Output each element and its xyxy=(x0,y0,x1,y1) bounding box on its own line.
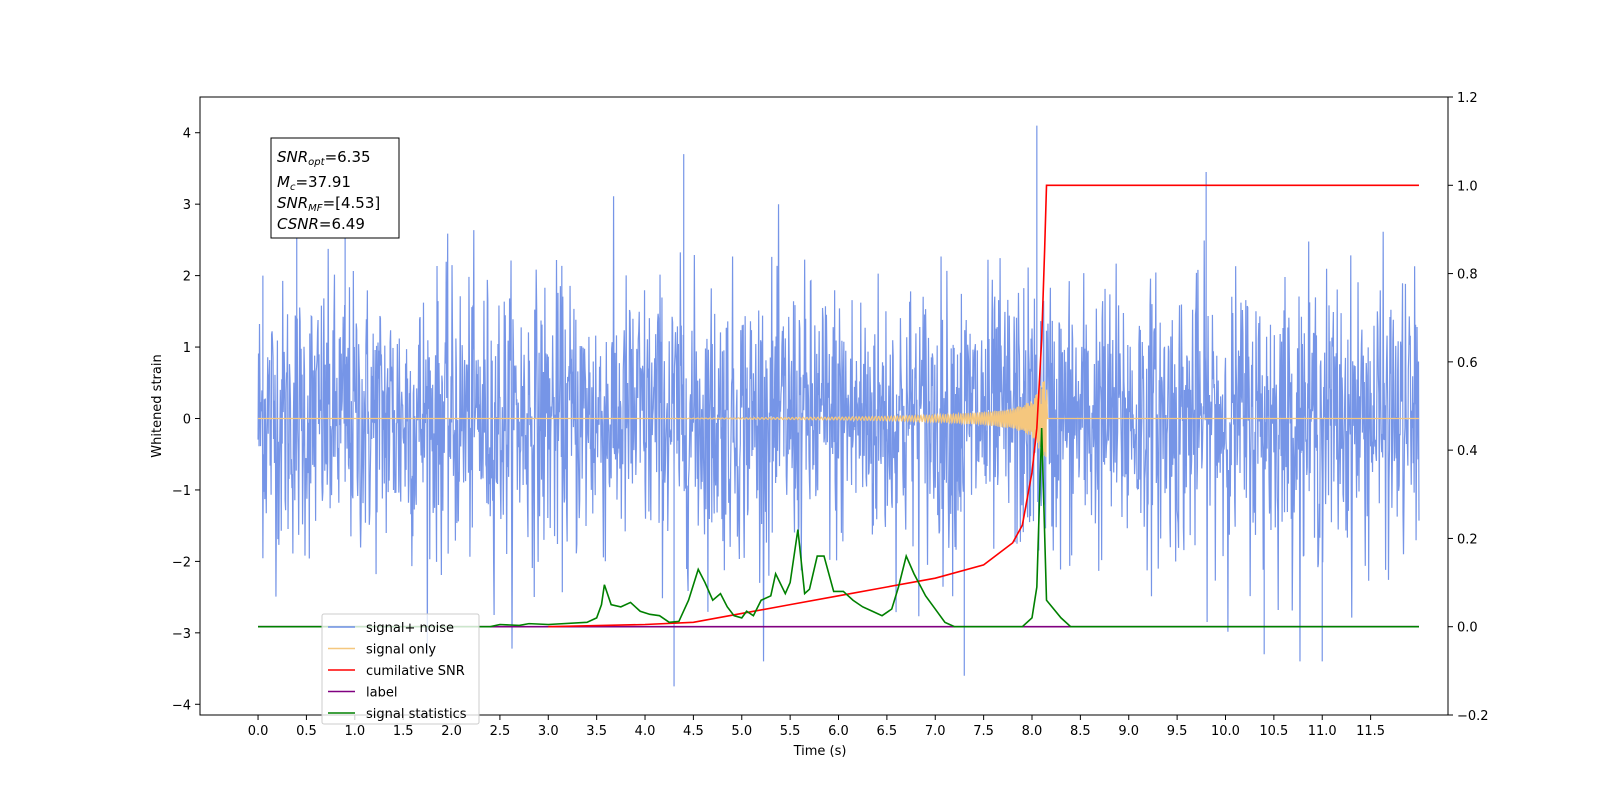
x-tick-label: 7.0 xyxy=(925,724,946,739)
y2-tick-label: 0.8 xyxy=(1457,268,1478,283)
legend-label: signal+ noise xyxy=(366,621,454,636)
x-tick-label: 0.5 xyxy=(296,724,317,739)
x-tick-label: 10.0 xyxy=(1211,724,1240,739)
y2-tick-label: 0.2 xyxy=(1457,532,1478,547)
y-tick-label: −2 xyxy=(172,555,191,570)
x-tick-label: 9.5 xyxy=(1167,724,1188,739)
x-tick-label: 3.0 xyxy=(538,724,559,739)
x-tick-label: 3.5 xyxy=(586,724,607,739)
info-box: SNRopt=6.35 Mc=37.91 SNRMF=[4.53] CSNR=6… xyxy=(270,137,400,239)
x-tick-label: 2.0 xyxy=(441,724,462,739)
series-signal-noise-line xyxy=(257,125,1420,687)
x-tick-label: 11.5 xyxy=(1356,724,1385,739)
series-cumulative-snr-line xyxy=(548,184,1419,628)
info-box-frame xyxy=(270,137,400,239)
info-snr-opt: SNRopt=6.35 xyxy=(277,148,371,168)
x-tick-label: 9.0 xyxy=(1118,724,1139,739)
series-layer xyxy=(257,125,1420,687)
x-axis: 0.0 0.5 1.0 1.5 2.0 2.5 3.0 3.5 4.0 4.5 5.0 5.5 6.0 6… xyxy=(248,715,1385,739)
legend-frame xyxy=(321,613,480,725)
y-tick-label: −4 xyxy=(172,698,191,713)
y-axis-right: 1.2 1.0 0.8 0.6 0.4 0.2 0.0 −0.2 xyxy=(1448,91,1489,724)
x-tick-label: 8.5 xyxy=(1070,724,1091,739)
x-axis-label: Time (s) xyxy=(793,744,847,759)
y2-tick-label: 1.0 xyxy=(1457,179,1478,194)
x-tick-label: 4.0 xyxy=(635,724,656,739)
y-axis-left: 4 3 2 1 0 −1 −2 −3 −4 xyxy=(172,127,200,713)
y-tick-label: −1 xyxy=(172,484,191,499)
x-tick-label: 1.5 xyxy=(393,724,414,739)
y-tick-label: 0 xyxy=(183,413,191,428)
info-mc: Mc=37.91 xyxy=(277,173,351,193)
x-tick-label: 5.0 xyxy=(731,724,752,739)
legend: signal+ noise signal only cumilative SNR la… xyxy=(321,613,480,725)
x-tick-label: 10.5 xyxy=(1259,724,1288,739)
y-tick-label: 2 xyxy=(183,270,191,285)
x-tick-label: 7.5 xyxy=(973,724,994,739)
y2-tick-label: 1.2 xyxy=(1457,91,1478,106)
legend-label: signal statistics xyxy=(366,707,467,722)
x-tick-label: 2.5 xyxy=(490,724,511,739)
x-tick-label: 6.5 xyxy=(877,724,898,739)
y-tick-label: 1 xyxy=(183,341,191,356)
info-snr-mf: SNRMF=[4.53] xyxy=(277,194,380,214)
y-tick-label: 4 xyxy=(183,127,191,142)
y-tick-label: 3 xyxy=(183,198,191,213)
legend-label: label xyxy=(366,686,397,701)
x-tick-label: 4.5 xyxy=(683,724,704,739)
legend-label: signal only xyxy=(366,643,436,658)
y2-tick-label: 0.4 xyxy=(1457,444,1478,459)
x-tick-label: 5.5 xyxy=(780,724,801,739)
series-signal-only-line xyxy=(258,381,1419,457)
y-axis-label: Whitened strain xyxy=(150,354,165,457)
y-tick-label: −3 xyxy=(172,627,191,642)
x-tick-label: 6.0 xyxy=(828,724,849,739)
x-tick-label: 1.0 xyxy=(344,724,365,739)
legend-label: cumilative SNR xyxy=(366,664,465,679)
series-signal-statistics-line xyxy=(258,428,1419,628)
y2-tick-label: 0.0 xyxy=(1457,621,1478,636)
y2-tick-label: 0.6 xyxy=(1457,356,1478,371)
x-tick-label: 8.0 xyxy=(1022,724,1043,739)
info-csnr: CSNR=6.49 xyxy=(277,215,365,233)
plot-frame xyxy=(199,96,1449,716)
x-tick-label: 11.0 xyxy=(1308,724,1337,739)
y2-tick-label: −0.2 xyxy=(1457,709,1489,724)
x-tick-label: 0.0 xyxy=(248,724,269,739)
